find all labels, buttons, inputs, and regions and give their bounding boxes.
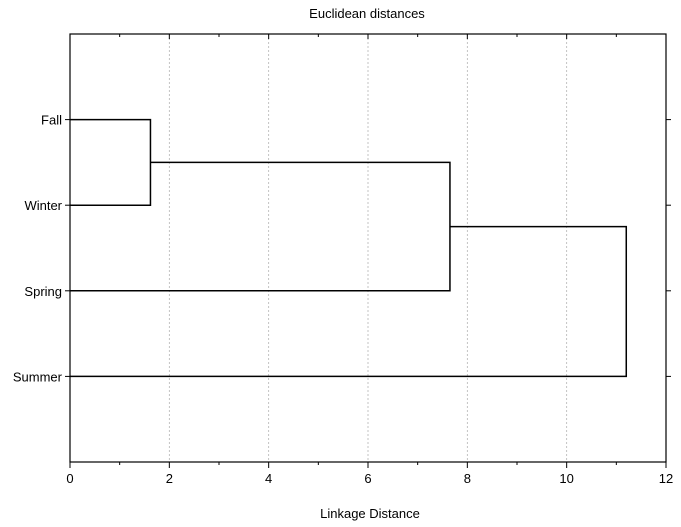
y-axis: Fall Winter Spring Summer (13, 113, 671, 384)
x-tick-label: 8 (464, 471, 471, 486)
grid-lines (168, 34, 568, 462)
leaf-label: Spring (24, 284, 62, 299)
x-tick-label: 2 (166, 471, 173, 486)
x-tick-label: 10 (559, 471, 573, 486)
x-tick-label: 4 (265, 471, 272, 486)
dendrogram-link (70, 225, 628, 378)
x-tick-label: 0 (66, 471, 73, 486)
dendrogram-links (70, 118, 628, 378)
dendrogram-link (70, 118, 152, 206)
x-axis: 0 2 4 6 8 10 12 (66, 34, 673, 486)
chart-title: Euclidean distances (309, 6, 425, 21)
leaf-label: Fall (41, 113, 62, 128)
x-tick-label: 6 (364, 471, 371, 486)
dendrogram-link (70, 161, 451, 292)
x-tick-label: 12 (659, 471, 673, 486)
x-axis-label: Linkage Distance (320, 506, 420, 521)
leaf-label: Winter (24, 198, 62, 213)
leaf-label: Summer (13, 369, 63, 384)
